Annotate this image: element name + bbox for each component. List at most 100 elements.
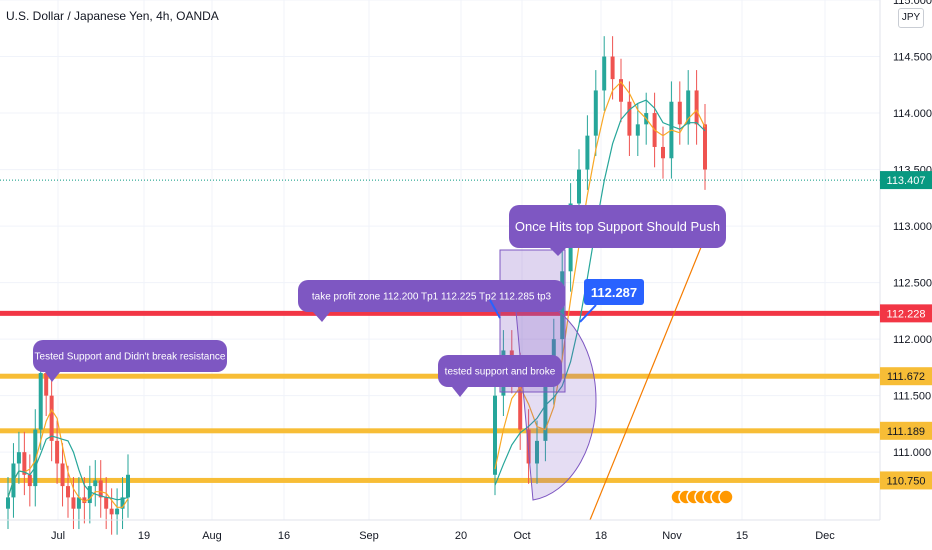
candle-body[interactable] bbox=[694, 90, 699, 125]
candle-body[interactable] bbox=[44, 373, 49, 396]
chart-overlays: Tested Support and Didn't break resistan… bbox=[0, 179, 880, 521]
annotation-top-support-bg[interactable] bbox=[509, 205, 726, 248]
y-tick-label: 114.000 bbox=[893, 108, 932, 120]
candle-body[interactable] bbox=[49, 395, 54, 441]
candle-body[interactable] bbox=[577, 169, 581, 204]
callout-tail bbox=[452, 387, 468, 397]
y-tick-label: 113.000 bbox=[893, 221, 932, 233]
candle-body[interactable] bbox=[93, 480, 98, 487]
level-price-label: 111.672 bbox=[887, 371, 925, 383]
candle-body[interactable] bbox=[120, 497, 125, 509]
x-tick-label: Jul bbox=[51, 530, 65, 542]
candle-body[interactable] bbox=[602, 56, 607, 91]
y-tick-label: 111.000 bbox=[893, 447, 931, 459]
price-axis: 111.000111.500112.000112.500113.000113.5… bbox=[879, 0, 932, 550]
x-tick-label: Nov bbox=[662, 530, 682, 542]
fast-moving-average bbox=[7, 81, 706, 508]
symbol-title: U.S. Dollar / Japanese Yen, 4h, OANDA bbox=[6, 9, 219, 23]
level-price-label: 110.750 bbox=[887, 475, 926, 487]
annotation-tested-support: Tested Support and Didn't break resistan… bbox=[35, 351, 226, 362]
level-price-label-bg bbox=[880, 471, 932, 490]
candle-body[interactable] bbox=[619, 79, 623, 102]
candle-body[interactable] bbox=[126, 474, 130, 498]
x-tick-label: 19 bbox=[138, 530, 150, 542]
slow-moving-average bbox=[7, 99, 706, 501]
candle-body[interactable] bbox=[677, 101, 682, 125]
candle-body[interactable] bbox=[661, 146, 665, 159]
x-tick-label: Aug bbox=[202, 530, 222, 542]
annotation-tested-support-bg[interactable] bbox=[33, 340, 227, 372]
x-tick-label: 15 bbox=[736, 530, 748, 542]
candle-body[interactable] bbox=[87, 486, 92, 504]
candle-body[interactable] bbox=[627, 101, 632, 136]
candle-body[interactable] bbox=[6, 497, 10, 509]
candle-body[interactable] bbox=[686, 90, 691, 125]
candle-body[interactable] bbox=[610, 56, 615, 80]
candle-body[interactable] bbox=[71, 497, 76, 509]
event-icon[interactable] bbox=[718, 489, 734, 505]
price-tag-pointer bbox=[579, 304, 597, 323]
candle-body[interactable] bbox=[60, 463, 65, 487]
candle-body[interactable] bbox=[493, 395, 497, 475]
trend-line[interactable] bbox=[589, 237, 706, 521]
tp-arrow bbox=[489, 299, 501, 319]
candle-body[interactable] bbox=[76, 497, 81, 509]
candle-body[interactable] bbox=[593, 90, 598, 136]
callout-tail bbox=[313, 312, 330, 322]
price-tag-bg[interactable] bbox=[584, 279, 644, 305]
annotation-take-profit: take profit zone 112.200 Tp1 112.225 Tp2… bbox=[312, 291, 552, 302]
candle-body[interactable] bbox=[27, 474, 32, 487]
y-tick-label: 112.000 bbox=[893, 334, 932, 346]
x-tick-label: Oct bbox=[513, 530, 530, 542]
candle-body[interactable] bbox=[66, 486, 70, 498]
last-price-tag-bg bbox=[880, 171, 932, 190]
y-tick-label: 112.500 bbox=[893, 278, 932, 290]
candle-body[interactable] bbox=[82, 497, 87, 504]
candle-body[interactable] bbox=[33, 429, 38, 487]
support-level-band[interactable] bbox=[0, 477, 880, 483]
candle-body[interactable] bbox=[109, 508, 114, 515]
time-axis: Jul 19 Aug 16 Sep 20 Oct 18 Nov 15 Dec bbox=[0, 519, 880, 542]
candle-body[interactable] bbox=[543, 384, 548, 441]
candle-body[interactable] bbox=[98, 480, 103, 498]
candle-body[interactable] bbox=[16, 452, 21, 464]
candle-body[interactable] bbox=[104, 497, 109, 509]
candle-body[interactable] bbox=[635, 124, 640, 136]
callout-tail bbox=[45, 372, 60, 382]
currency-button[interactable]: JPY bbox=[898, 8, 924, 28]
candle-body[interactable] bbox=[38, 373, 43, 430]
level-price-label: 111.189 bbox=[887, 426, 925, 438]
last-price-tag: 113.407 bbox=[887, 175, 926, 187]
chart-grid bbox=[0, 0, 880, 520]
y-tick-label: 115.000 bbox=[893, 0, 932, 7]
x-tick-label: 18 bbox=[595, 530, 607, 542]
level-price-label-bg bbox=[880, 304, 932, 323]
candle-body[interactable] bbox=[518, 373, 523, 430]
x-tick-label: 20 bbox=[455, 530, 467, 542]
price-axis-bg bbox=[880, 0, 932, 550]
candle-body[interactable] bbox=[585, 135, 590, 170]
x-tick-label: Sep bbox=[359, 530, 379, 542]
x-tick-label: 16 bbox=[278, 530, 290, 542]
support-arc-zone[interactable] bbox=[514, 298, 597, 501]
callout-tail bbox=[550, 248, 566, 256]
annotation-take-profit-bg[interactable] bbox=[298, 280, 565, 312]
level-bands bbox=[0, 310, 880, 483]
annotation-top-support: Once Hits top Support Should Push bbox=[515, 219, 720, 234]
price-tag-label: 112.287 bbox=[591, 285, 637, 300]
candle-body[interactable] bbox=[535, 440, 539, 464]
candle-body[interactable] bbox=[115, 508, 120, 515]
level-price-label: 112.228 bbox=[887, 308, 926, 320]
candle-body[interactable] bbox=[703, 124, 707, 170]
candle-body[interactable] bbox=[22, 452, 27, 475]
y-tick-label: 111.500 bbox=[893, 391, 931, 403]
y-tick-label: 114.500 bbox=[893, 52, 932, 64]
level-price-label-bg bbox=[880, 421, 932, 440]
resistance-level-band[interactable] bbox=[0, 310, 880, 316]
x-tick-label: Dec bbox=[815, 530, 835, 542]
annotation-broke-bg[interactable] bbox=[438, 355, 562, 387]
candle-body[interactable] bbox=[55, 440, 60, 464]
support-level-band[interactable] bbox=[0, 428, 880, 434]
level-price-label-bg bbox=[880, 367, 932, 386]
